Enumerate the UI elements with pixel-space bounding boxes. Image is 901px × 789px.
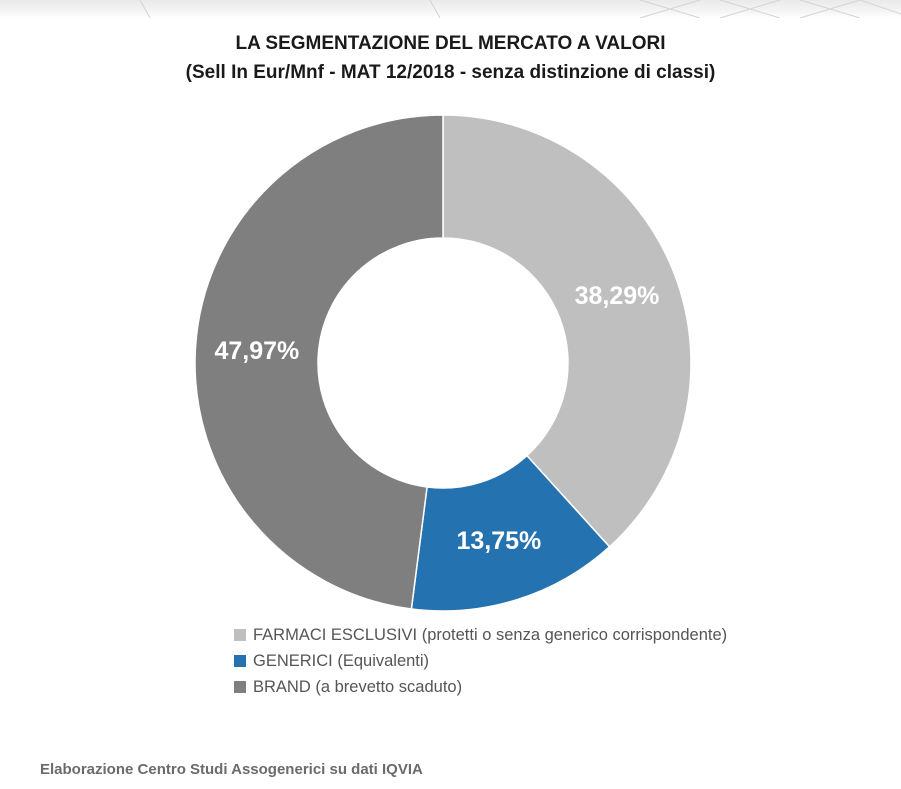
donut-slice-generici bbox=[410, 454, 611, 612]
header-decoration-band bbox=[0, 0, 901, 18]
data-label-brand: 47,97% bbox=[214, 337, 299, 365]
chart-legend: FARMACI ESCLUSIVI (protetti o senza gene… bbox=[234, 622, 727, 700]
legend-swatch bbox=[234, 681, 246, 693]
donut-slice-brand bbox=[194, 114, 444, 610]
legend-swatch bbox=[234, 655, 246, 667]
legend-item-brand: BRAND (a brevetto scaduto) bbox=[234, 674, 727, 700]
legend-swatch bbox=[234, 629, 246, 641]
chart-title: LA SEGMENTAZIONE DEL MERCATO A VALORI bbox=[235, 33, 666, 54]
decorative-pattern bbox=[139, 0, 901, 18]
chart-subtitle: (Sell In Eur/Mnf - MAT 12/2018 - senza d… bbox=[185, 62, 716, 83]
legend-label: BRAND (a brevetto scaduto) bbox=[253, 677, 463, 696]
legend-label: GENERICI (Equivalenti) bbox=[253, 651, 430, 670]
source-note: Elaborazione Centro Studi Assogenerici s… bbox=[40, 761, 423, 778]
data-label-farmaci-esclusivi: 38,29% bbox=[575, 282, 660, 310]
legend-item-generici: GENERICI (Equivalenti) bbox=[234, 648, 727, 674]
donut-slice-farmaci-esclusivi bbox=[442, 114, 692, 548]
data-label-generici: 13,75% bbox=[456, 527, 541, 555]
legend-label: FARMACI ESCLUSIVI (protetti o senza gene… bbox=[253, 625, 728, 644]
legend-item-farmaci-esclusivi: FARMACI ESCLUSIVI (protetti o senza gene… bbox=[234, 622, 727, 648]
